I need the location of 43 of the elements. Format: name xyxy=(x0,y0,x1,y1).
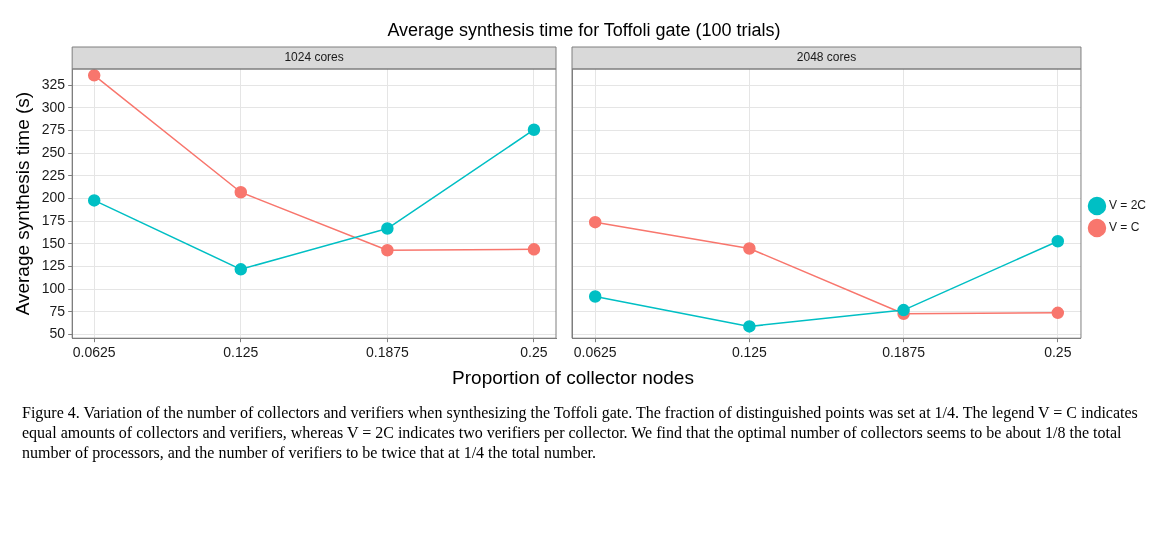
chart-subtitle: 2048 cores xyxy=(796,50,857,65)
point xyxy=(743,320,756,333)
y-tick-label: 225 xyxy=(41,166,66,183)
y-tick-label: 300 xyxy=(41,98,66,115)
y-tick-label: 325 xyxy=(41,76,66,93)
x-tick-label: 0.125 xyxy=(223,344,259,361)
x-tick-label: 0.25 xyxy=(1044,344,1072,361)
y-tick-label: 100 xyxy=(41,280,66,297)
point xyxy=(1051,234,1065,248)
chart-subtitle: 1024 cores xyxy=(284,50,344,65)
y-axis-title: Average synthesis time (s) xyxy=(11,91,33,316)
point xyxy=(527,123,541,136)
y-tick-label: 200 xyxy=(41,189,66,206)
point xyxy=(527,243,541,256)
x-axis-title: Proportion of collector nodes xyxy=(451,367,695,389)
point xyxy=(743,242,756,255)
point xyxy=(588,290,602,303)
y-tick-label: 275 xyxy=(41,121,66,138)
y-tick-label: 250 xyxy=(41,144,66,161)
x-tick-label: 0.0625 xyxy=(573,344,617,361)
y-tick-label: 150 xyxy=(41,234,66,251)
point xyxy=(1051,306,1065,320)
point xyxy=(897,303,910,317)
point xyxy=(87,69,101,82)
y-tick-label: 50 xyxy=(49,325,66,342)
point xyxy=(234,186,248,199)
point xyxy=(588,215,602,229)
point xyxy=(87,194,101,207)
x-tick-label: 0.0625 xyxy=(72,344,116,361)
legend-label: V = 2C xyxy=(1108,198,1147,213)
x-tick-label: 0.1875 xyxy=(365,344,409,361)
y-tick-label: 75 xyxy=(49,302,66,319)
point xyxy=(381,244,394,257)
chart-title: Average synthesis time for Toffoli gate (100 trials) xyxy=(386,20,782,41)
x-tick-label: 0.125 xyxy=(731,344,768,361)
legend-label: V = C xyxy=(1108,220,1140,235)
caption: Figure 4. Variation of the number of collectors and verifiers when synthesizing the Toffoli gate. The fraction of distinguished points was set at 1/4. The legend V = C indicates equal amounts of collectors and verifiers, whereas V = 2C indicates two verifiers per collector. We find that the optimal number of collectors seems to be about 1/8 the total number of processors, and the number of verifiers to be twice that at 1/4 the total number. xyxy=(21,403,1139,463)
y-tick-label: 175 xyxy=(41,212,66,229)
point xyxy=(234,263,248,276)
x-tick-label: 0.25 xyxy=(520,344,548,361)
point xyxy=(381,222,394,235)
y-tick-label: 125 xyxy=(41,257,66,274)
x-tick-label: 0.1875 xyxy=(882,344,926,361)
